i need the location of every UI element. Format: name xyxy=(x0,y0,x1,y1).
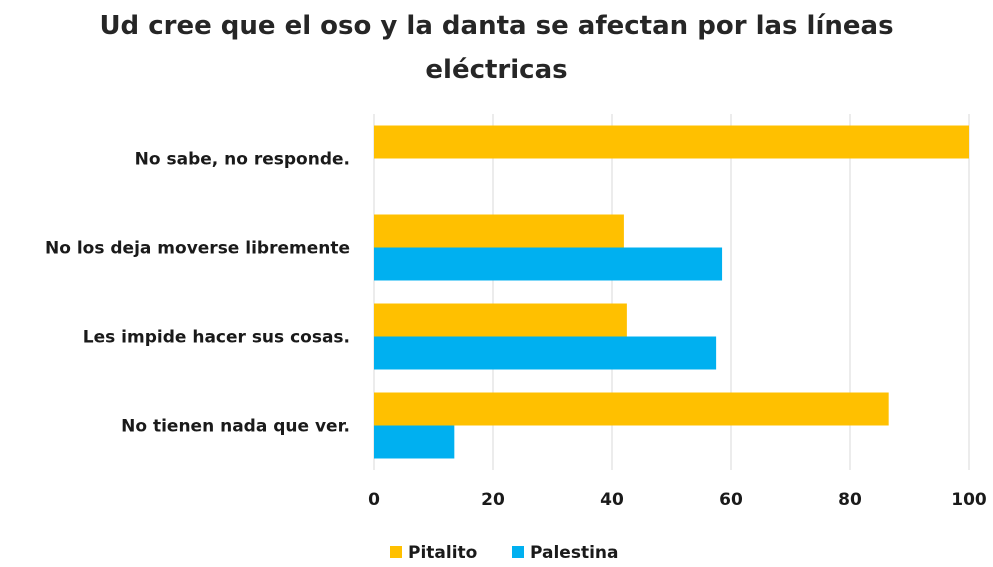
legend: Pitalito Palestina xyxy=(390,543,618,563)
x-tick-label-80: 80 xyxy=(838,490,862,510)
category-labels: No sabe, no responde. No los deja moverse… xyxy=(45,150,350,437)
bars xyxy=(374,125,969,459)
bar-pitalito-no-sabe-no-responde xyxy=(374,125,969,159)
bar-palestina-no-tienen-nada-que-ver xyxy=(374,425,455,459)
x-axis-tick-labels: 0 20 40 60 80 100 xyxy=(368,490,987,510)
legend-swatch-pitalito xyxy=(390,546,402,558)
bar-pitalito-no-los-deja-moverse-libremente xyxy=(374,214,624,248)
category-label: No sabe, no responde. xyxy=(135,150,350,170)
legend-label-pitalito: Pitalito xyxy=(408,543,477,563)
category-label: No los deja moverse libremente xyxy=(45,239,350,259)
category-label: Les impide hacer sus cosas. xyxy=(83,328,350,348)
legend-swatch-palestina xyxy=(512,546,524,558)
x-tick-label-100: 100 xyxy=(951,490,987,510)
bar-pitalito-les-impide-hacer-sus-cosas xyxy=(374,303,627,337)
legend-label-palestina: Palestina xyxy=(530,543,618,563)
x-tick-label-20: 20 xyxy=(481,490,505,510)
x-tick-label-60: 60 xyxy=(719,490,743,510)
x-tick-label-0: 0 xyxy=(368,490,380,510)
chart-title: Ud cree que el oso y la danta se afectan… xyxy=(99,11,894,85)
bar-palestina-no-los-deja-moverse-libremente xyxy=(374,247,723,281)
category-label: No tienen nada que ver. xyxy=(121,417,350,437)
x-tick-label-40: 40 xyxy=(600,490,624,510)
bar-pitalito-no-tienen-nada-que-ver xyxy=(374,392,889,426)
bar-palestina-les-impide-hacer-sus-cosas xyxy=(374,336,717,370)
